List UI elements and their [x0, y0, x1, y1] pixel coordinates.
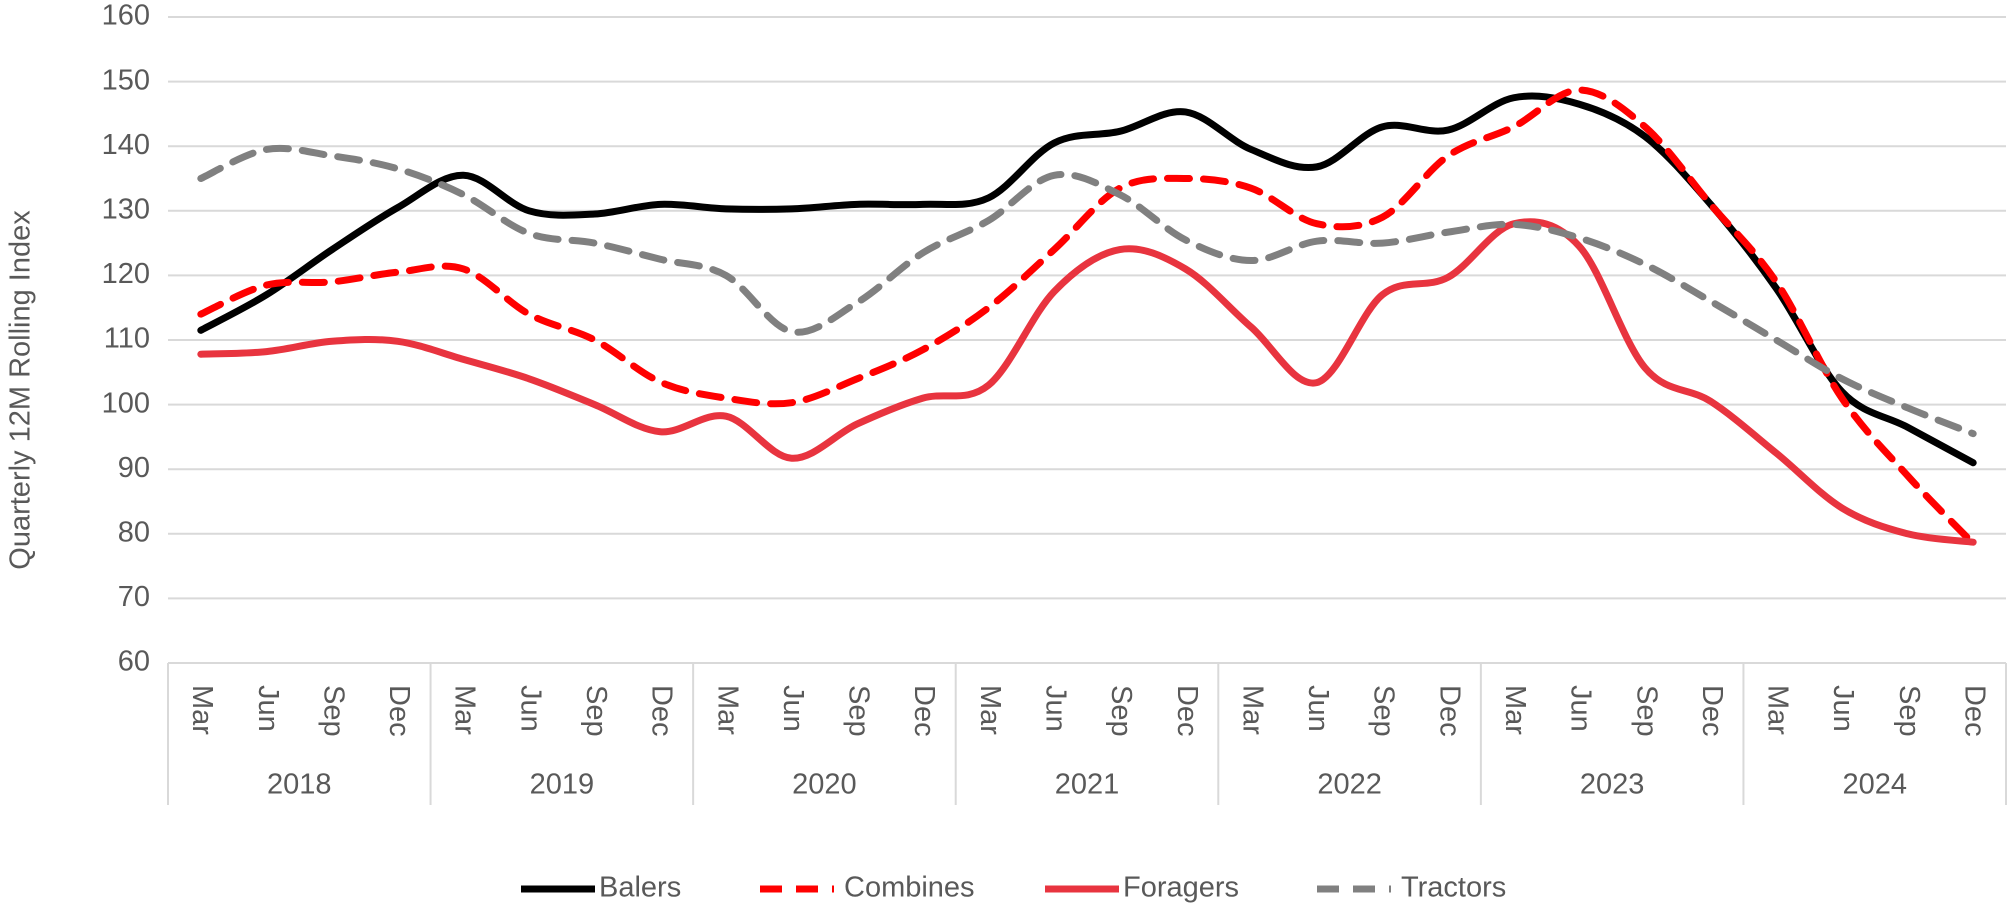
- x-tick-label: Dec: [1696, 685, 1728, 737]
- y-tick-label: 150: [102, 64, 150, 96]
- x-tick-label: Jun: [1827, 685, 1859, 732]
- x-tick-label: Mar: [974, 685, 1006, 735]
- x-group-label: 2018: [267, 769, 332, 801]
- x-tick-label: Mar: [1762, 685, 1794, 735]
- y-tick-label: 80: [118, 516, 150, 548]
- x-tick-label: Mar: [711, 685, 743, 735]
- legend-label: Balers: [599, 872, 681, 904]
- x-tick-label: Jun: [514, 685, 546, 732]
- x-tick-label: Jun: [1565, 685, 1597, 732]
- x-tick-label: Dec: [1433, 685, 1465, 737]
- x-tick-label: Sep: [1368, 685, 1400, 737]
- x-tick-label: Jun: [252, 685, 284, 732]
- x-group-label: 2019: [530, 769, 595, 801]
- legend-label: Foragers: [1123, 872, 1239, 904]
- y-axis-title: Quarterly 12M Rolling Index: [5, 210, 37, 570]
- x-group-label: 2022: [1317, 769, 1382, 801]
- x-tick-label: Dec: [1959, 685, 1991, 737]
- x-tick-label: Sep: [317, 685, 349, 737]
- x-group-label: 2024: [1842, 769, 1907, 801]
- y-tick-label: 70: [118, 581, 150, 613]
- x-tick-label: Sep: [580, 685, 612, 737]
- x-group-label: 2021: [1055, 769, 1120, 801]
- x-tick-label: Dec: [1171, 685, 1203, 737]
- series-line: [197, 218, 1977, 546]
- series-line: [197, 144, 1977, 438]
- x-tick-label: Mar: [1499, 685, 1531, 735]
- x-tick-label: Sep: [1630, 685, 1662, 737]
- x-tick-label: Sep: [843, 685, 875, 737]
- y-tick-label: 140: [102, 129, 150, 161]
- x-tick-label: Sep: [1105, 685, 1137, 737]
- legend-label: Tractors: [1401, 872, 1506, 904]
- x-tick-label: Sep: [1893, 685, 1925, 737]
- x-group-label: 2023: [1580, 769, 1645, 801]
- x-tick-label: Mar: [1236, 685, 1268, 735]
- x-tick-label: Jun: [1302, 685, 1334, 732]
- y-tick-label: 100: [102, 387, 150, 419]
- y-tick-label: 90: [118, 452, 150, 484]
- x-tick-label: Mar: [186, 685, 218, 735]
- y-tick-label: 120: [102, 258, 150, 290]
- y-tick-label: 130: [102, 193, 150, 225]
- y-tick-label: 60: [118, 646, 150, 678]
- x-tick-label: Dec: [646, 685, 678, 737]
- x-tick-label: Dec: [383, 685, 415, 737]
- series-line: [197, 92, 1977, 467]
- x-tick-label: Jun: [777, 685, 809, 732]
- legend-label: Combines: [844, 872, 975, 904]
- x-group-label: 2020: [792, 769, 857, 801]
- x-tick-label: Jun: [1040, 685, 1072, 732]
- series-line: [197, 86, 1977, 547]
- y-tick-label: 110: [104, 323, 150, 355]
- x-tick-label: Dec: [908, 685, 940, 737]
- x-tick-label: Mar: [449, 685, 481, 735]
- y-tick-label: 160: [102, 0, 150, 32]
